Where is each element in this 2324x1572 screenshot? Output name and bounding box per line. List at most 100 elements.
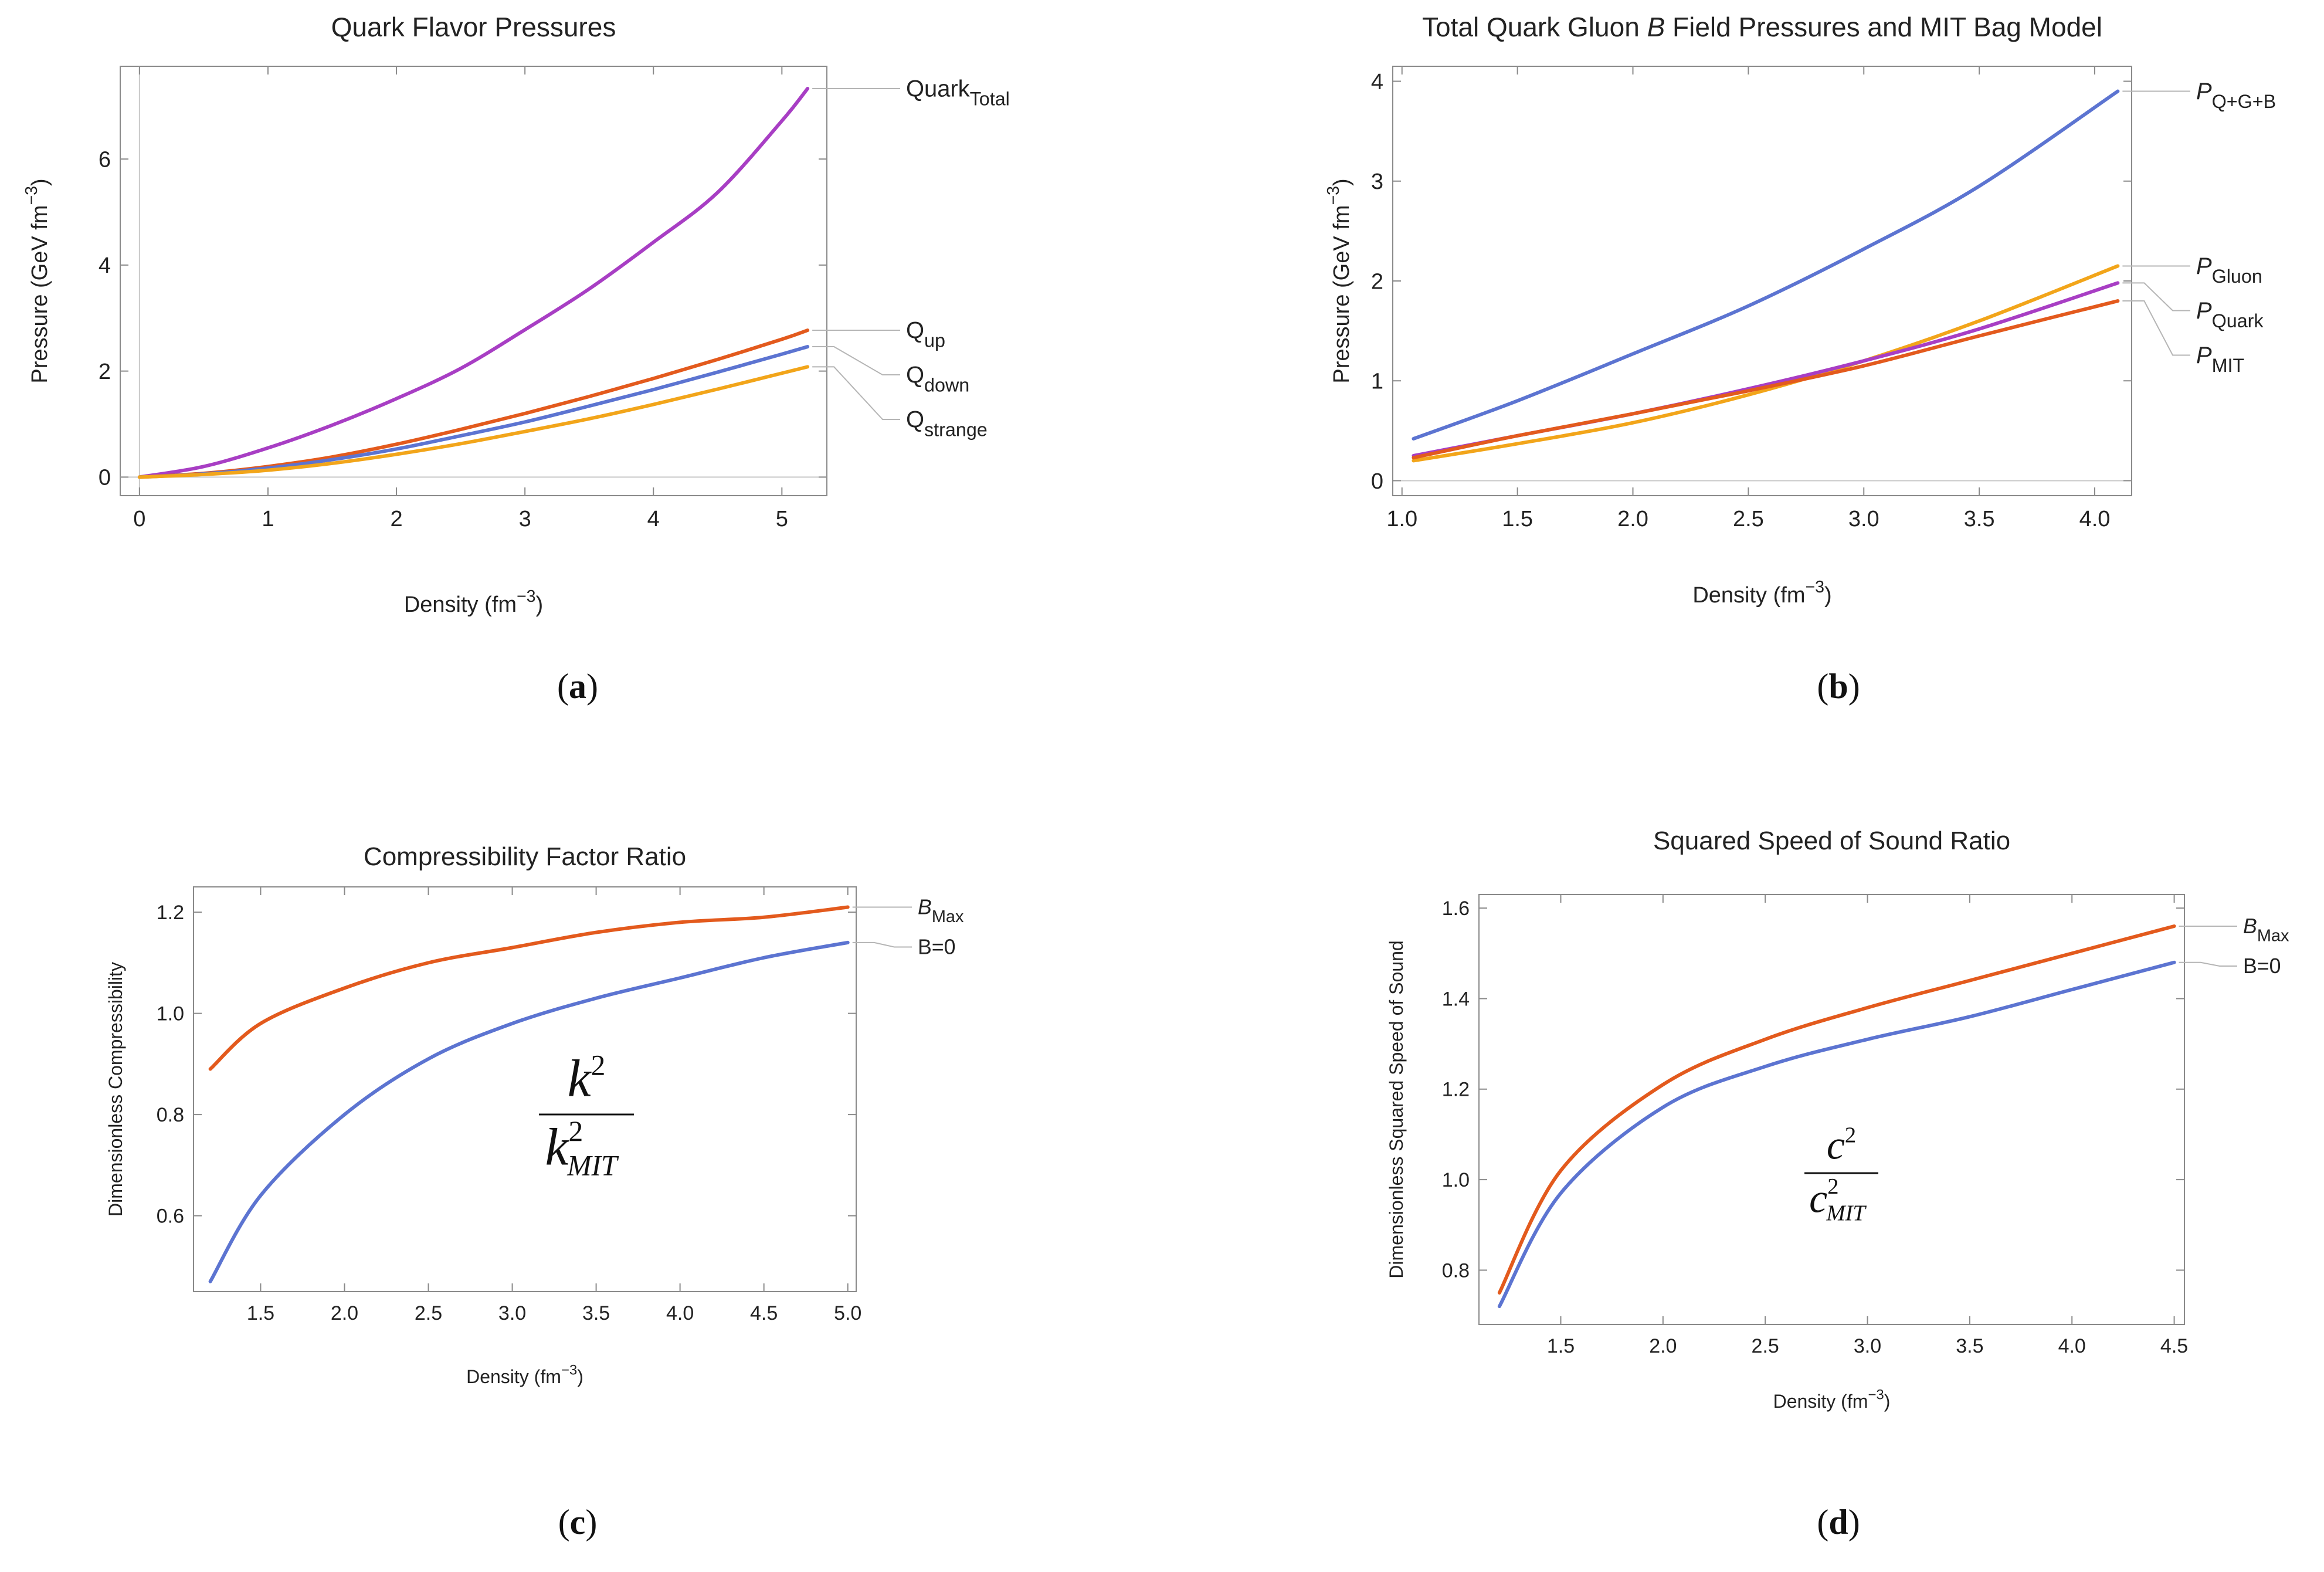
series-label: PGluon	[2196, 253, 2262, 287]
series-label: B=0	[918, 935, 956, 958]
series-label: BMax	[2243, 914, 2289, 946]
y-tick-label: 1.2	[1442, 1079, 1470, 1101]
x-tick-label: 2	[390, 507, 402, 531]
series-label: PMIT	[2196, 343, 2244, 376]
x-tick-label: 5.0	[834, 1302, 861, 1324]
plot-frame	[193, 886, 857, 1292]
y-tick-label: 6	[99, 147, 111, 172]
series-line-1	[208, 940, 850, 1283]
y-axis-label: Dimensionless Compressibility	[105, 962, 126, 1217]
y-tick-label: 2	[99, 360, 111, 384]
x-tick-label: 1.0	[1386, 507, 1417, 531]
series-label: BMax	[918, 895, 964, 926]
y-tick-label: 2	[1371, 269, 1383, 294]
x-tick-label: 3.5	[1956, 1335, 1983, 1357]
chart-title: Total Quark Gluon B Field Pressures and …	[1422, 12, 2102, 42]
callout-line	[2122, 282, 2190, 311]
ratio-annotation: c2 c2 MIT	[1804, 1123, 1878, 1226]
x-axis-label: Density (fm−3)	[1692, 578, 1831, 608]
chart-panel-d: 1.5 2.0 2.5 3.0 3.5 4.0 4.5 0.8 1.0 1.2 1.4 1.6 Squa…	[1386, 826, 2289, 1541]
panel-label: (b)	[1817, 667, 1860, 706]
chart-title: Quark Flavor Pressures	[331, 12, 616, 42]
chart-title: Squared Speed of Sound Ratio	[1653, 826, 2010, 855]
plot-frame	[1478, 894, 2185, 1325]
plot-frame	[120, 66, 827, 496]
y-tick-label: 3	[1371, 170, 1383, 194]
y-tick-label: 1	[1371, 370, 1383, 394]
panel-label: (d)	[1817, 1503, 1860, 1541]
ratio-denominator: k2 MIT	[545, 1115, 619, 1182]
series-label: QuarkTotal	[906, 76, 1010, 109]
y-tick-label: 1.2	[157, 902, 184, 924]
ratio-numerator: c2	[1827, 1123, 1856, 1168]
y-tick-label: 0	[99, 466, 111, 490]
x-tick-label: 3.5	[582, 1302, 610, 1324]
series-label: Qstrange	[906, 406, 988, 440]
x-axis-label: Density (fm−3)	[466, 1363, 583, 1387]
ratio-numerator: k2	[568, 1049, 606, 1108]
chart-panel-b: 1.0 1.5 2.0 2.5 3.0 3.5 4.0 0 1 2 3 4 Total Quark Gl…	[1324, 12, 2276, 706]
ratio-denominator: c2 MIT	[1809, 1174, 1867, 1226]
panel-label: (a)	[557, 667, 598, 706]
x-tick-label: 3.0	[1848, 507, 1879, 531]
y-tick-label: 0.8	[1442, 1259, 1470, 1282]
x-tick-label: 2.5	[1733, 507, 1764, 531]
y-axis-label: Pressure (GeV fm−3)	[1324, 178, 1354, 383]
panel-label: (c)	[558, 1503, 598, 1541]
y-axis-label: Dimensionless Squared Speed of Sound	[1386, 940, 1407, 1278]
x-tick-label: 4.0	[666, 1302, 694, 1324]
x-tick-label: 4.5	[750, 1302, 778, 1324]
x-tick-label: 4	[647, 507, 660, 531]
x-tick-label: 4.5	[2160, 1335, 2188, 1357]
series-label: PQ+G+B	[2196, 79, 2276, 112]
x-tick-label: 1	[262, 507, 274, 531]
chart-panel-a: 0 1 2 3 4 5 0 2 4 6 Quark Flavor Pressures Density …	[22, 12, 1010, 706]
series-line-0	[137, 86, 810, 479]
series-line-0	[1412, 89, 2120, 441]
x-tick-label: 1.5	[1547, 1335, 1575, 1357]
series-line-3	[137, 365, 810, 479]
series-line-0	[208, 905, 850, 1071]
series-line-0	[1497, 924, 2176, 1295]
series-label: B=0	[2243, 954, 2281, 978]
y-tick-label: 0.8	[157, 1104, 184, 1126]
series-line-3	[1412, 299, 2120, 460]
y-tick-label: 1.0	[1442, 1169, 1470, 1191]
chart-panel-c: 1.5 2.0 2.5 3.0 3.5 4.0 4.5 5.0 0.6 0.8 1.0 1.2 Comp…	[105, 842, 964, 1541]
x-tick-label: 3.0	[1854, 1335, 1881, 1357]
y-tick-label: 0	[1371, 469, 1383, 494]
callout-line	[812, 346, 900, 376]
x-tick-label: 3	[519, 507, 531, 531]
x-tick-label: 2.0	[331, 1302, 358, 1324]
x-tick-label: 1.5	[1502, 507, 1533, 531]
x-tick-label: 2.5	[1752, 1335, 1779, 1357]
series-label: Qup	[906, 317, 945, 351]
x-tick-label: 2.0	[1617, 507, 1648, 531]
y-axis-label: Pressure (GeV fm−3)	[22, 178, 52, 383]
callout-line	[2122, 300, 2190, 356]
series-label: Qdown	[906, 362, 969, 395]
callout-line	[852, 941, 912, 948]
y-tick-label: 1.0	[157, 1003, 184, 1025]
y-tick-label: 1.6	[1442, 897, 1470, 920]
y-tick-label: 1.4	[1442, 988, 1470, 1010]
x-tick-label: 4.0	[2058, 1335, 2086, 1357]
x-axis-label: Density (fm−3)	[404, 587, 543, 617]
series-label: PQuark	[2196, 298, 2264, 331]
series-line-1	[1412, 264, 2120, 463]
x-tick-label: 3.5	[1964, 507, 1995, 531]
chart-title: Compressibility Factor Ratio	[364, 842, 686, 871]
series-line-1	[1497, 960, 2176, 1309]
plot-frame	[1392, 66, 2132, 496]
y-tick-label: 4	[1371, 70, 1383, 94]
x-tick-label: 3.0	[498, 1302, 526, 1324]
callout-line	[2179, 961, 2237, 967]
ratio-annotation: k2 k2 MIT	[539, 1049, 634, 1182]
x-tick-label: 0	[133, 507, 145, 531]
x-tick-label: 1.5	[247, 1302, 274, 1324]
series-line-2	[137, 345, 810, 479]
x-tick-label: 2.5	[415, 1302, 442, 1324]
callout-line	[812, 366, 900, 421]
x-tick-label: 4.0	[2079, 507, 2111, 531]
